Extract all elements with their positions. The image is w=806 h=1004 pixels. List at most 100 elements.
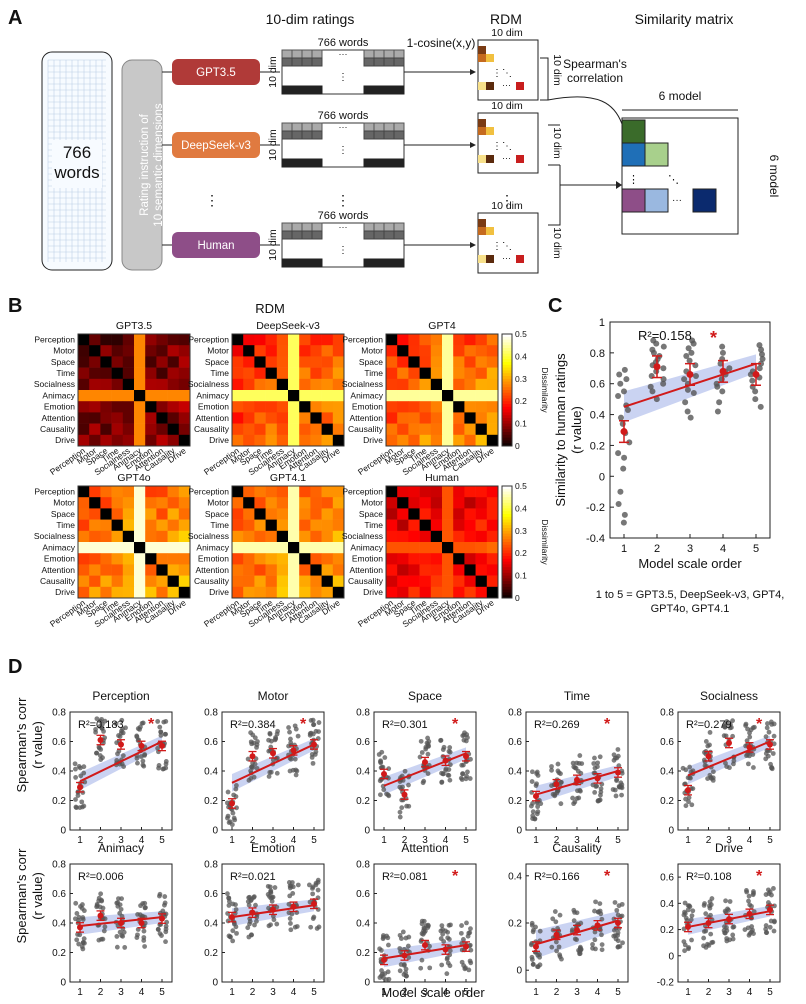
- heatmap-cell: [288, 530, 300, 543]
- x-tick-label: 3: [422, 987, 428, 998]
- colorbar-step: [502, 370, 512, 374]
- heatmap-cell: [100, 519, 112, 532]
- rdm-cell: [478, 54, 486, 62]
- heatmap-cell: [464, 423, 476, 436]
- row-label: Perception: [34, 486, 75, 496]
- heatmap-cell: [453, 519, 465, 532]
- heatmap-cell: [134, 542, 146, 554]
- heatmap-cell: [386, 401, 398, 413]
- data-point: [286, 725, 291, 730]
- data-point: [163, 923, 169, 929]
- colorbar-step: [502, 530, 512, 535]
- data-point: [230, 938, 236, 944]
- subplot-title: Socialness: [700, 689, 758, 703]
- significance-star: *: [710, 328, 717, 348]
- heatmap-cell: [265, 434, 278, 447]
- data-point: [765, 721, 770, 726]
- colorbar-step: [502, 525, 512, 529]
- heatmap-cell: [78, 378, 90, 391]
- data-point: [615, 944, 621, 950]
- instruction-box: [121, 59, 163, 271]
- cell: [291, 130, 303, 140]
- heatmap-frame: [77, 485, 191, 599]
- heatmap-cell: [397, 497, 409, 509]
- data-point: [612, 787, 618, 793]
- cell: [281, 158, 293, 168]
- colorbar-step: [502, 528, 512, 532]
- data-point: [615, 393, 622, 400]
- ellipsis: ···: [339, 122, 348, 132]
- colorbar-step: [502, 491, 512, 495]
- heatmap-cell: [332, 334, 345, 346]
- row-label: Drive: [55, 435, 75, 445]
- rdm-heatmap: HumanPerceptionPerceptionMotorMotorSpace…: [342, 472, 499, 629]
- mean-point: [270, 750, 276, 757]
- data-point: [464, 773, 469, 779]
- heatmap-cell: [386, 497, 398, 509]
- data-point: [686, 357, 693, 364]
- data-point: [306, 882, 312, 888]
- words-count: 766 words: [318, 37, 369, 49]
- mean-point: [463, 943, 469, 950]
- subplot-title: Attention: [401, 841, 448, 855]
- data-point: [749, 377, 756, 384]
- heatmap-cell: [156, 345, 168, 357]
- heatmap-cell: [243, 390, 255, 402]
- heatmap-cell: [486, 486, 499, 498]
- data-point: [468, 960, 474, 966]
- arrow-head: [470, 142, 476, 148]
- data-point: [746, 893, 752, 899]
- heatmap-cell: [134, 530, 146, 543]
- fit-line: [383, 944, 467, 960]
- data-point: [401, 963, 407, 968]
- data-point: [590, 942, 595, 947]
- x-tick-label: 1: [229, 835, 235, 846]
- y-tick-label: 0: [60, 978, 66, 989]
- cell: [311, 130, 323, 140]
- data-point: [400, 929, 406, 935]
- y-tick-label: 0.2: [508, 919, 522, 930]
- heatmap-cell: [178, 553, 191, 565]
- colorbar-step: [502, 494, 512, 498]
- row-label: Socialness: [188, 379, 229, 389]
- row-label: Drive: [209, 435, 229, 445]
- heatmap-cell: [332, 486, 345, 498]
- rdm-cell: [486, 155, 494, 163]
- heatmap-cell: [243, 586, 255, 599]
- data-point: [100, 936, 106, 942]
- colorbar-step: [502, 336, 512, 341]
- row-label: Space: [359, 509, 383, 519]
- data-point: [550, 916, 556, 922]
- heatmap-cell: [321, 378, 334, 391]
- y-tick-label: -0.2: [657, 978, 675, 989]
- row-label: Space: [359, 357, 383, 367]
- data-point: [116, 896, 121, 902]
- heatmap-cell: [167, 575, 180, 588]
- y-tick-label: 0: [668, 826, 674, 837]
- data-point: [717, 360, 724, 367]
- y-tick-label: 0.4: [356, 767, 370, 778]
- heatmap-title: GPT3.5: [116, 320, 152, 332]
- rdm-cell: [486, 227, 494, 235]
- x-tick-label: 5: [311, 987, 317, 998]
- data-point: [570, 760, 576, 766]
- heatmap-cell: [321, 542, 334, 554]
- cell: [383, 49, 395, 59]
- heatmap-cell: [408, 530, 420, 543]
- bracket: [540, 57, 549, 101]
- row-label: Time: [364, 520, 383, 530]
- heatmap-cell: [430, 553, 443, 565]
- fit-line: [383, 752, 467, 787]
- heatmap-cell: [475, 345, 488, 357]
- data-point: [459, 762, 465, 768]
- heatmap-cell: [122, 508, 135, 520]
- heatmap-cell: [167, 508, 180, 520]
- words-label-bg: [52, 140, 102, 188]
- y-tick-label: 0.2: [52, 796, 66, 807]
- data-point: [406, 782, 411, 788]
- heatmap-cell: [464, 367, 476, 380]
- heatmap-cell: [321, 486, 334, 498]
- heatmap-cell: [397, 412, 409, 424]
- heatmap-cell: [386, 553, 398, 565]
